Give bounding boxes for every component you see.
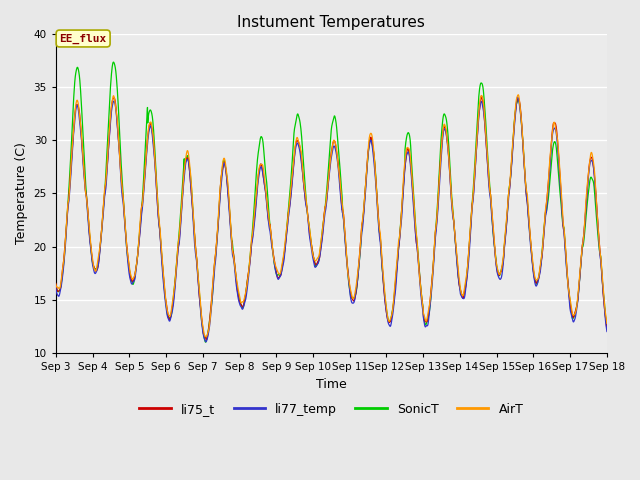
li75_t <box>348 293 355 299</box>
Line: SonicT: SonicT <box>56 62 607 342</box>
AirT <box>570 312 578 318</box>
AirT <box>206 320 214 325</box>
Text: EE_flux: EE_flux <box>60 34 107 44</box>
li75_t <box>206 316 214 322</box>
SonicT <box>492 256 500 262</box>
SonicT <box>603 322 611 328</box>
AirT <box>515 92 522 97</box>
AirT <box>603 321 611 326</box>
Line: li77_temp: li77_temp <box>56 97 607 342</box>
li75_t <box>203 337 211 343</box>
SonicT <box>52 282 60 288</box>
Y-axis label: Temperature (C): Temperature (C) <box>15 143 28 244</box>
SonicT <box>360 208 367 214</box>
AirT <box>348 291 355 297</box>
li77_temp <box>570 318 578 324</box>
Title: Instument Temperatures: Instument Temperatures <box>237 15 426 30</box>
SonicT <box>555 175 563 180</box>
SonicT <box>202 339 209 345</box>
li77_temp <box>206 322 214 327</box>
li77_temp <box>555 157 563 163</box>
li77_temp <box>603 329 611 335</box>
li77_temp <box>360 215 367 221</box>
li77_temp <box>52 285 60 291</box>
li77_temp <box>348 299 355 304</box>
li75_t <box>492 259 500 264</box>
li75_t <box>360 212 367 218</box>
li77_temp <box>492 257 499 263</box>
Line: li75_t: li75_t <box>56 96 607 340</box>
li75_t <box>52 280 60 286</box>
AirT <box>52 281 60 287</box>
li77_temp <box>202 339 210 345</box>
SonicT <box>570 314 578 320</box>
li75_t <box>603 326 611 332</box>
AirT <box>360 209 367 215</box>
AirT <box>202 334 210 340</box>
SonicT <box>109 59 117 65</box>
AirT <box>555 151 563 156</box>
X-axis label: Time: Time <box>316 378 347 391</box>
AirT <box>492 255 499 261</box>
li77_temp <box>514 95 522 100</box>
SonicT <box>348 295 355 301</box>
Line: AirT: AirT <box>56 95 607 337</box>
li75_t <box>570 313 578 319</box>
SonicT <box>206 314 214 320</box>
li75_t <box>555 154 563 160</box>
li75_t <box>478 93 486 99</box>
Legend: li75_t, li77_temp, SonicT, AirT: li75_t, li77_temp, SonicT, AirT <box>134 397 529 420</box>
